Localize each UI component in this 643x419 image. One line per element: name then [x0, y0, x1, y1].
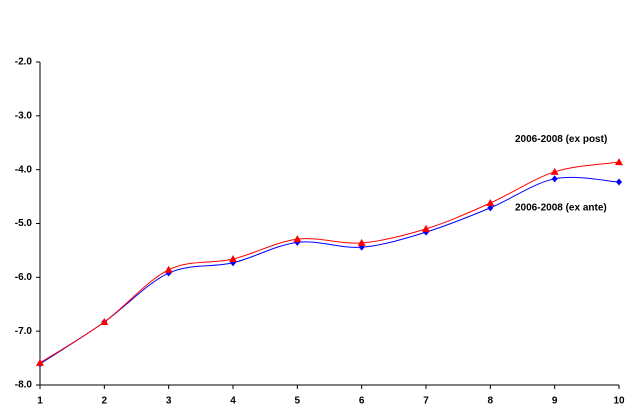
- y-tick-label: -8.0: [15, 380, 33, 391]
- x-tick-label: 1: [37, 396, 43, 407]
- y-tick-label: -3.0: [15, 110, 33, 121]
- x-tick-label: 4: [230, 396, 236, 407]
- marker: [551, 175, 558, 183]
- y-tick-label: -2.0: [15, 57, 33, 68]
- series-label: 2006-2008 (ex post): [515, 134, 607, 145]
- marker: [293, 235, 302, 243]
- marker: [422, 224, 430, 232]
- marker: [357, 238, 366, 246]
- series-line: [39, 176, 620, 365]
- marker: [229, 255, 237, 263]
- marker: [36, 358, 44, 366]
- y-tick-label: -5.0: [15, 218, 33, 229]
- y-tick-label: -6.0: [15, 272, 33, 283]
- x-tick-label: 9: [552, 396, 558, 407]
- series-label: 2006-2008 (ex ante): [515, 203, 607, 214]
- x-tick-label: 10: [613, 396, 625, 407]
- x-tick-label: 8: [488, 396, 494, 407]
- x-tick-label: 5: [295, 396, 301, 407]
- marker: [615, 158, 623, 166]
- marker: [100, 318, 109, 326]
- x-tick-label: 2: [102, 396, 108, 407]
- marker: [550, 167, 559, 175]
- marker: [164, 265, 173, 273]
- x-tick-label: 7: [423, 396, 429, 407]
- x-tick-label: 6: [359, 396, 365, 407]
- marker: [616, 178, 622, 186]
- series-line: [39, 161, 620, 364]
- y-tick-label: -4.0: [15, 164, 33, 175]
- marker: [487, 204, 494, 212]
- x-tick-label: 3: [166, 396, 172, 407]
- y-tick-label: -7.0: [15, 326, 33, 337]
- marker: [486, 199, 495, 207]
